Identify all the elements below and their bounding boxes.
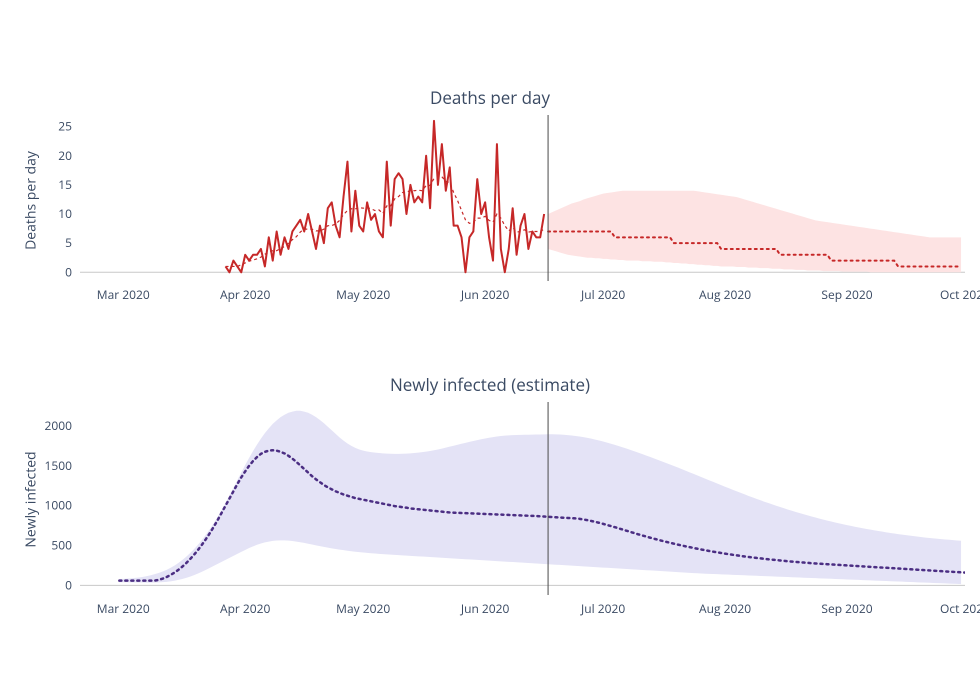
svg-text:Sep 2020: Sep 2020 bbox=[821, 600, 872, 617]
svg-text:1500: 1500 bbox=[45, 457, 73, 474]
svg-text:500: 500 bbox=[51, 537, 72, 554]
svg-text:Aug 2020: Aug 2020 bbox=[699, 600, 751, 617]
svg-text:Jul 2020: Jul 2020 bbox=[580, 600, 625, 617]
svg-text:0: 0 bbox=[65, 576, 72, 593]
infected-panel: Newly infected (estimate) Newly infected… bbox=[0, 0, 980, 699]
infected-svg: 0 500 1000 1500 2000 Mar 2020 Apr 2020 May 2020… bbox=[0, 0, 980, 699]
svg-text:May 2020: May 2020 bbox=[336, 600, 390, 617]
svg-text:Jun 2020: Jun 2020 bbox=[460, 600, 510, 617]
svg-text:Apr 2020: Apr 2020 bbox=[220, 600, 271, 617]
svg-text:1000: 1000 bbox=[45, 497, 73, 514]
svg-text:2000: 2000 bbox=[45, 417, 73, 434]
svg-text:Oct 2020: Oct 2020 bbox=[940, 600, 980, 617]
svg-text:Mar 2020: Mar 2020 bbox=[97, 600, 150, 617]
